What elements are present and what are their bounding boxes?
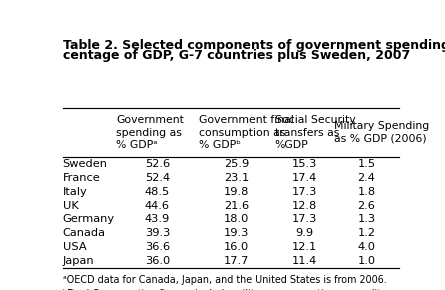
Text: centage of GDP, G-7 countries plus Sweden, 2007: centage of GDP, G-7 countries plus Swede… [62,49,410,62]
Text: 2.4: 2.4 [358,173,376,183]
Text: Sweden: Sweden [62,159,108,169]
Text: 19.3: 19.3 [224,228,249,238]
Text: ᵇFinal Consumption figures include military consumption expenditures.: ᵇFinal Consumption figures include milit… [62,289,404,290]
Text: France: France [62,173,100,183]
Text: 16.0: 16.0 [224,242,249,252]
Text: 9.9: 9.9 [295,228,314,238]
Text: Government
spending as
% GDPᵃ: Government spending as % GDPᵃ [116,115,184,150]
Text: 36.6: 36.6 [145,242,170,252]
Text: USA: USA [62,242,86,252]
Text: Canada: Canada [62,228,105,238]
Text: 17.3: 17.3 [292,187,317,197]
Text: 23.1: 23.1 [224,173,249,183]
Text: 17.4: 17.4 [292,173,317,183]
Text: 21.6: 21.6 [224,201,249,211]
Text: ᵃOECD data for Canada, Japan, and the United States is from 2006.: ᵃOECD data for Canada, Japan, and the Un… [62,275,386,284]
Text: 2.6: 2.6 [358,201,376,211]
Text: Germany: Germany [62,215,115,224]
Text: 12.1: 12.1 [292,242,317,252]
Text: 19.8: 19.8 [224,187,249,197]
Text: 52.6: 52.6 [145,159,170,169]
Text: 17.3: 17.3 [292,215,317,224]
Text: 44.6: 44.6 [145,201,170,211]
Text: 1.8: 1.8 [357,187,376,197]
Text: 15.3: 15.3 [292,159,317,169]
Text: 18.0: 18.0 [224,215,249,224]
Text: 52.4: 52.4 [145,173,170,183]
Text: 1.2: 1.2 [357,228,376,238]
Text: Japan: Japan [62,256,94,266]
Text: Government final
consumption as
% GDPᵇ: Government final consumption as % GDPᵇ [199,115,294,150]
Text: 12.8: 12.8 [292,201,317,211]
Text: 43.9: 43.9 [145,215,170,224]
Text: 36.0: 36.0 [145,256,170,266]
Text: 1.0: 1.0 [357,256,376,266]
Text: 48.5: 48.5 [145,187,170,197]
Text: 39.3: 39.3 [145,228,170,238]
Text: Table 2. Selected components of government spending as per-: Table 2. Selected components of governme… [62,39,445,52]
Text: UK: UK [62,201,78,211]
Text: 11.4: 11.4 [292,256,317,266]
Text: 1.5: 1.5 [357,159,376,169]
Text: Military Spending
as % GDP (2006): Military Spending as % GDP (2006) [334,122,429,144]
Text: 25.9: 25.9 [224,159,249,169]
Text: Social Security
transfers as
%GDP: Social Security transfers as %GDP [275,115,355,150]
Text: Italy: Italy [62,187,87,197]
Text: 17.7: 17.7 [224,256,249,266]
Text: 1.3: 1.3 [357,215,376,224]
Text: 4.0: 4.0 [357,242,376,252]
